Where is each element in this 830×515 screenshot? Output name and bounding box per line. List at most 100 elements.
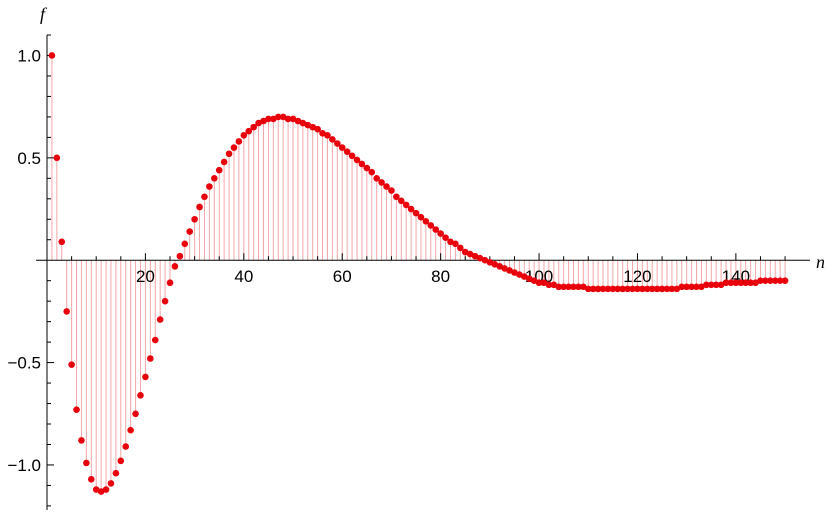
data-point xyxy=(166,279,174,287)
data-point xyxy=(457,244,464,252)
x-tick-label: 60 xyxy=(333,267,352,286)
data-point xyxy=(432,226,440,233)
data-point xyxy=(210,175,218,182)
data-point xyxy=(176,252,184,260)
data-point xyxy=(73,406,80,413)
data-point xyxy=(127,426,134,434)
data-point xyxy=(747,279,754,287)
x-axis-title: n xyxy=(816,252,825,272)
data-point xyxy=(58,238,66,246)
data-point xyxy=(634,285,641,293)
data-point xyxy=(437,230,444,237)
data-point xyxy=(250,123,257,131)
data-point xyxy=(703,281,710,289)
data-point xyxy=(274,113,282,121)
data-point xyxy=(570,283,577,291)
data-point xyxy=(397,197,405,205)
data-point xyxy=(137,392,144,399)
data-point xyxy=(452,240,459,248)
data-point xyxy=(314,125,321,133)
data-point xyxy=(63,308,70,315)
data-point xyxy=(609,285,617,293)
data-point xyxy=(368,168,376,176)
data-point xyxy=(235,138,243,145)
data-point xyxy=(565,283,572,291)
data-point xyxy=(442,234,449,241)
data-point xyxy=(358,160,366,168)
data-point xyxy=(201,193,208,201)
data-point xyxy=(353,156,361,164)
data-point xyxy=(161,297,169,305)
data-point xyxy=(599,285,607,293)
data-point xyxy=(215,166,223,174)
data-point xyxy=(393,193,400,201)
data-point xyxy=(348,152,356,160)
data-point xyxy=(683,283,690,291)
axes: 20 40 60 80 100 120 140 −1.0−0.50.51.0 xyxy=(7,34,810,510)
data-point xyxy=(53,154,61,162)
data-point xyxy=(688,283,695,291)
data-point xyxy=(737,279,745,287)
data-point xyxy=(343,148,351,156)
data-point xyxy=(83,459,90,467)
x-ticks: 20 40 60 80 100 120 140 xyxy=(71,253,786,286)
data-point xyxy=(78,437,85,444)
y-tick-label: 1.0 xyxy=(17,46,41,65)
data-point xyxy=(338,144,346,151)
data-point xyxy=(329,136,336,143)
data-point xyxy=(648,285,656,293)
data-point xyxy=(767,277,774,284)
data-point xyxy=(584,285,592,293)
data-point xyxy=(712,281,720,289)
data-point xyxy=(422,218,430,225)
data-point xyxy=(107,480,115,487)
data-point xyxy=(407,205,415,213)
y-axis-title: f xyxy=(40,4,48,24)
data-point xyxy=(334,140,341,147)
data-point xyxy=(722,279,730,287)
data-point xyxy=(427,222,435,229)
data-point xyxy=(181,240,189,248)
data-point xyxy=(225,150,233,158)
x-tick-label: 40 xyxy=(234,267,253,286)
data-point xyxy=(639,285,646,293)
data-point xyxy=(142,373,149,381)
data-point xyxy=(230,144,238,151)
data-point xyxy=(373,175,380,182)
data-point xyxy=(762,277,769,284)
data-point xyxy=(658,285,666,293)
data-point xyxy=(594,285,602,293)
data-point xyxy=(102,486,110,493)
data-point xyxy=(742,279,750,287)
data-point xyxy=(191,215,198,223)
data-point xyxy=(186,228,193,235)
data-point xyxy=(727,279,735,287)
data-point xyxy=(707,281,715,289)
data-point xyxy=(535,279,543,287)
data-point xyxy=(363,164,371,172)
data-point xyxy=(629,285,636,293)
data-point xyxy=(668,285,676,293)
data-point xyxy=(757,277,764,284)
data-point xyxy=(614,285,622,293)
data-point xyxy=(112,469,120,477)
stem-lines xyxy=(51,55,786,492)
data-point xyxy=(771,277,779,284)
data-point xyxy=(87,475,95,483)
data-point xyxy=(245,127,253,135)
y-tick-label: −1.0 xyxy=(7,456,41,475)
data-point xyxy=(644,285,651,293)
data-point xyxy=(324,132,331,139)
y-ticks: −1.0 −0.5 0.5 1.0 xyxy=(7,34,54,507)
data-point xyxy=(132,410,139,418)
data-point xyxy=(575,283,582,291)
data-point xyxy=(388,187,395,194)
data-point xyxy=(589,285,597,293)
data-point xyxy=(693,283,700,291)
data-point xyxy=(240,132,248,139)
x-tick-label: 80 xyxy=(431,267,450,286)
data-point xyxy=(619,285,627,293)
y-tick-label: 0.5 xyxy=(17,149,41,168)
data-point xyxy=(68,361,75,368)
data-point xyxy=(147,355,154,362)
